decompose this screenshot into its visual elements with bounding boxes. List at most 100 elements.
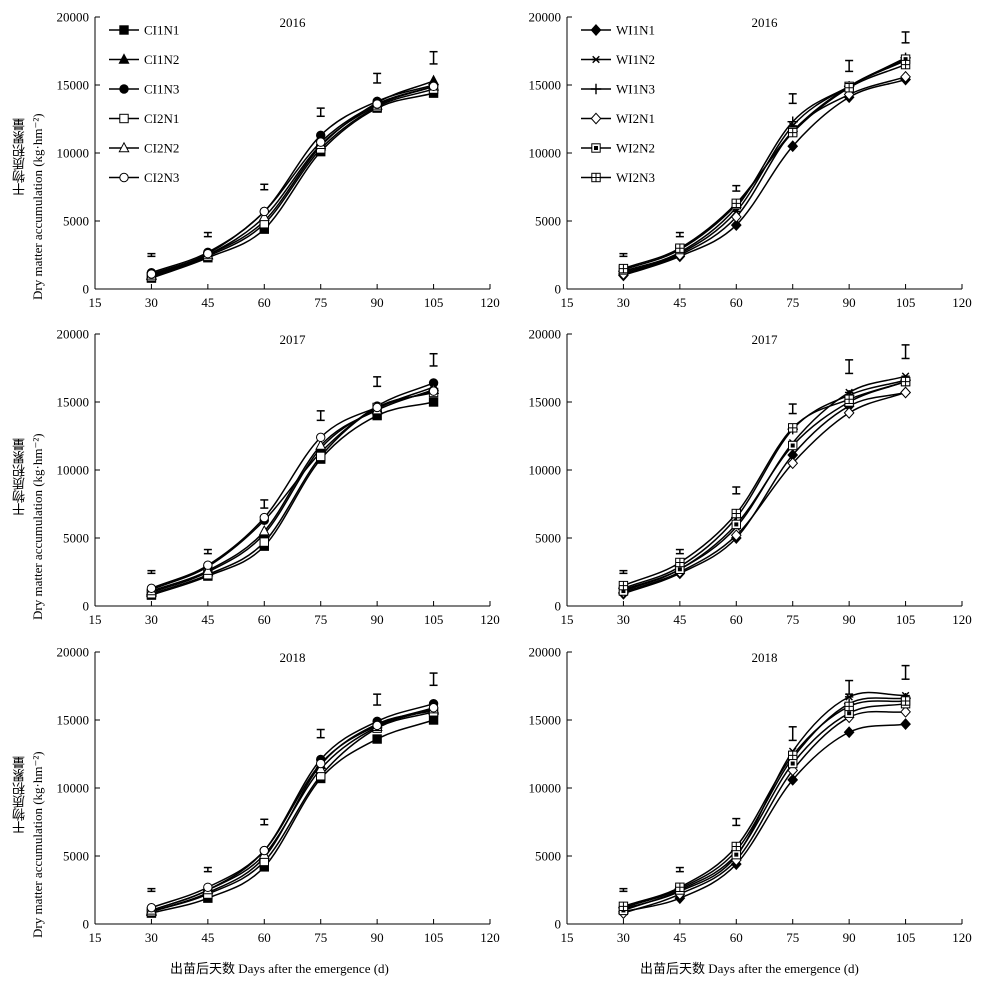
x-tick-label: 45 xyxy=(201,930,214,945)
legend: CI1N1 CI1N2 CI1N3 CI2N1 CI2N2 CI2N3 xyxy=(109,23,179,185)
legend-marker xyxy=(118,141,130,153)
series-CI1N3 xyxy=(146,80,439,278)
y-tick-label: 20000 xyxy=(57,645,90,660)
series-line xyxy=(151,401,434,596)
x-tick-label: 60 xyxy=(258,295,271,310)
x-tick-label: 45 xyxy=(673,612,686,627)
error-bar xyxy=(373,693,382,706)
legend-label: WI2N3 xyxy=(616,170,655,185)
error-bar xyxy=(675,866,684,873)
chart-title: 2017 xyxy=(280,332,307,347)
legend-marker xyxy=(119,113,129,124)
data-point xyxy=(315,439,327,450)
legend-marker xyxy=(119,172,129,183)
data-point xyxy=(259,512,269,523)
series-CI2N3 xyxy=(146,386,439,594)
error-bar xyxy=(373,72,382,84)
error-bar xyxy=(429,352,438,367)
series-CI2N2 xyxy=(145,383,440,596)
y-tick-label: 20000 xyxy=(57,327,90,342)
error-bar xyxy=(316,107,325,118)
data-point xyxy=(259,845,269,856)
error-bar xyxy=(203,866,212,873)
series-WI1N1 xyxy=(618,386,911,600)
data-point xyxy=(731,841,741,852)
legend-label: CI1N3 xyxy=(144,82,179,97)
series-line xyxy=(623,59,906,274)
data-point xyxy=(675,243,685,253)
chart-panel-3: 0 5000 10000 15000 20000 15 30 45 60 75 90 105 120 20… xyxy=(57,327,500,628)
x-tick-label: 90 xyxy=(843,930,856,945)
y-tick-label: 5000 xyxy=(535,849,561,864)
data-point xyxy=(428,397,439,407)
legend-item: WI1N3 xyxy=(581,82,655,97)
x-tick-label: 105 xyxy=(896,295,916,310)
error-bar xyxy=(901,344,910,360)
legend-label: CI2N3 xyxy=(144,170,179,185)
error-bar xyxy=(675,231,684,238)
error-bar xyxy=(316,728,325,739)
data-point xyxy=(259,537,269,547)
legend-item: WI2N2 xyxy=(581,141,655,156)
series-line xyxy=(623,78,906,277)
data-point xyxy=(428,386,439,396)
data-point xyxy=(428,715,439,725)
error-bar xyxy=(429,50,438,65)
x-tick-label: 60 xyxy=(730,295,743,310)
error-bar xyxy=(373,376,382,388)
error-bar xyxy=(845,59,854,73)
data-point xyxy=(258,524,270,536)
data-point xyxy=(731,849,741,860)
error-bar xyxy=(429,672,438,687)
y-tick-label: 5000 xyxy=(63,849,89,864)
x-tick-label: 120 xyxy=(480,295,500,310)
data-point xyxy=(372,99,382,109)
legend-label: WI2N1 xyxy=(616,111,655,126)
legend-label: CI1N2 xyxy=(144,52,179,67)
data-point xyxy=(731,519,741,530)
series-line xyxy=(151,386,434,594)
data-point xyxy=(844,83,854,93)
data-point xyxy=(787,773,799,786)
y-axis-label-en: Dry matter accumulation (kg·hm⁻²) xyxy=(30,433,45,620)
data-point xyxy=(259,206,269,217)
x-tick-label: 105 xyxy=(896,612,916,627)
error-bar xyxy=(901,31,910,44)
legend-item: CI1N2 xyxy=(109,52,179,67)
series-CI2N2 xyxy=(145,80,440,280)
y-tick-label: 10000 xyxy=(57,463,90,478)
error-bar xyxy=(147,252,156,258)
x-tick-label: 30 xyxy=(617,295,630,310)
y-tick-label: 5000 xyxy=(63,214,89,229)
x-tick-label: 75 xyxy=(786,930,799,945)
x-tick-label: 30 xyxy=(145,612,158,627)
series-line xyxy=(623,391,906,595)
chart-panel-4: 0 5000 10000 15000 20000 15 30 45 60 75 90 105 120 20… xyxy=(529,327,972,628)
y-tick-label: 0 xyxy=(555,599,562,614)
y-tick-label: 10000 xyxy=(57,146,90,161)
series-line xyxy=(151,391,434,595)
x-tick-label: 90 xyxy=(371,295,384,310)
legend-item: WI2N1 xyxy=(581,111,655,126)
data-point xyxy=(900,696,911,706)
series-CI2N1 xyxy=(146,387,439,599)
data-point xyxy=(675,882,685,892)
x-tick-label: 15 xyxy=(89,930,102,945)
x-tick-label: 120 xyxy=(952,930,972,945)
legend-item: WI1N2 xyxy=(581,52,655,67)
x-tick-label: 15 xyxy=(89,295,102,310)
series-WI2N1 xyxy=(618,705,911,920)
x-tick-label: 60 xyxy=(730,612,743,627)
x-tick-label: 90 xyxy=(843,612,856,627)
series-CI1N3 xyxy=(146,378,439,595)
x-tick-label: 60 xyxy=(258,930,271,945)
error-bar xyxy=(619,252,628,258)
y-axis-label-en: Dry matter accumulation (kg·hm⁻²) xyxy=(30,751,45,938)
y-tick-label: 5000 xyxy=(535,214,561,229)
series-CI2N3 xyxy=(146,703,439,913)
legend-label: CI2N2 xyxy=(144,141,179,156)
y-tick-label: 10000 xyxy=(529,463,562,478)
data-point xyxy=(900,376,911,387)
y-axis-label-cn: 干物质积累量 xyxy=(12,438,27,516)
x-tick-label: 30 xyxy=(145,295,158,310)
